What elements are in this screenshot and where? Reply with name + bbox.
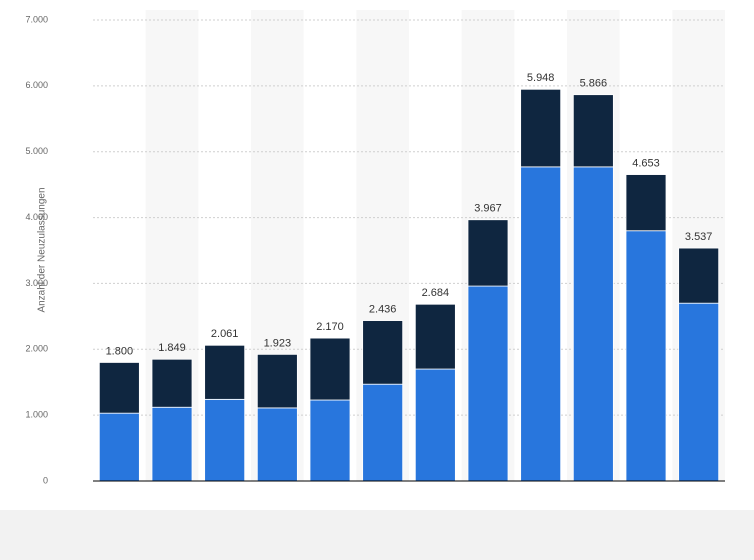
bar-segment (151, 358, 193, 408)
total-label: 1.849 (158, 342, 186, 354)
y-tick-label: 0 (43, 475, 48, 485)
bar-segment (151, 406, 193, 482)
y-axis-label: Anzahl der Neuzulassungen (37, 187, 48, 312)
total-label: 3.967 (474, 203, 502, 215)
footer-band (0, 510, 754, 560)
bar-segment (414, 368, 456, 482)
bar-segment (98, 412, 140, 482)
bar-segment (625, 174, 667, 232)
bar-segment (572, 94, 614, 168)
bar-segment (678, 247, 720, 304)
total-label: 5.866 (580, 78, 608, 90)
total-label: 5.948 (527, 72, 555, 84)
total-label: 2.061 (211, 328, 239, 340)
bar-segment (520, 88, 562, 168)
bar-segment (414, 303, 456, 370)
bar-segment (362, 320, 404, 385)
bar-segment (362, 383, 404, 482)
bar-segment (678, 302, 720, 482)
bar-segment (204, 398, 246, 482)
total-label: 2.436 (369, 303, 397, 315)
y-tick-label: 2.000 (25, 344, 48, 354)
y-tick-label: 3.000 (25, 278, 48, 288)
total-label: 2.684 (422, 287, 450, 299)
bar-segment (256, 353, 298, 409)
y-tick-label: 7.000 (25, 14, 48, 24)
y-tick-label: 5.000 (25, 146, 48, 156)
bar-segment (520, 166, 562, 482)
bar-segment (309, 337, 351, 401)
total-label: 1.800 (106, 345, 134, 357)
total-label: 3.537 (685, 231, 713, 243)
bar-segment (625, 230, 667, 482)
bar-segment (256, 407, 298, 482)
bar-segment (467, 285, 509, 482)
bar-segment (98, 362, 140, 414)
total-label: 1.923 (264, 337, 292, 349)
y-tick-label: 6.000 (25, 80, 48, 90)
bar-segment (572, 166, 614, 482)
bar-segment (309, 399, 351, 482)
y-tick-label: 4.000 (25, 212, 48, 222)
total-label: 2.170 (316, 321, 344, 333)
y-tick-label: 1.000 (25, 410, 48, 420)
total-label: 4.653 (632, 157, 660, 169)
bar-segment (467, 219, 509, 287)
bar-segment (204, 344, 246, 400)
